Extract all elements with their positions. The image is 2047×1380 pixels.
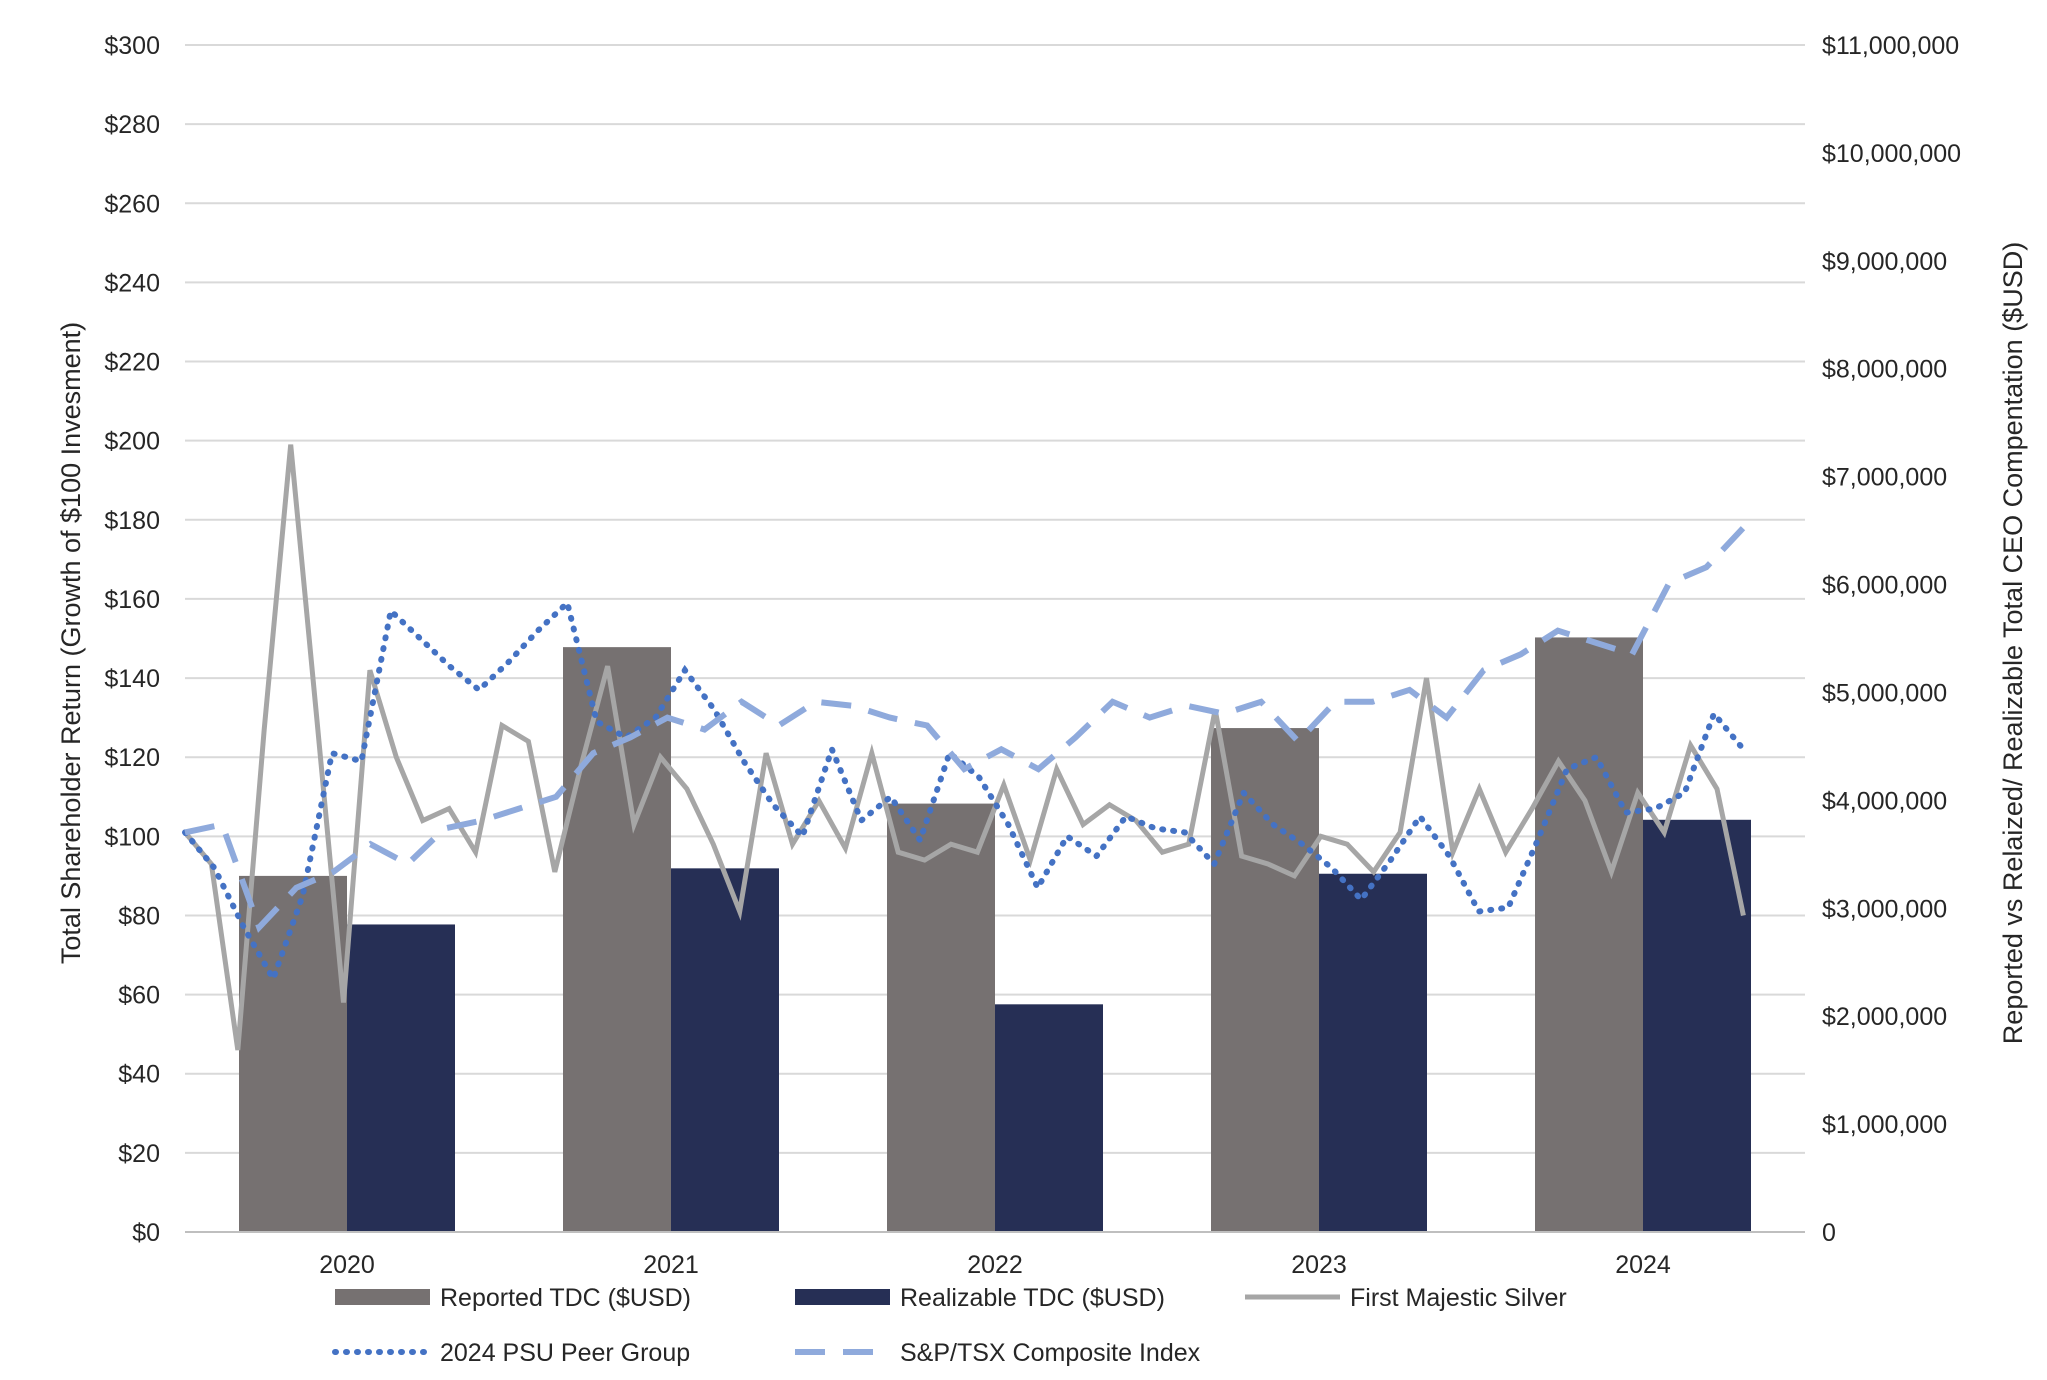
y2-tick-label: $4,000,000 <box>1822 787 1947 815</box>
y-tick-label: $120 <box>104 744 160 772</box>
y2-tick-label: $6,000,000 <box>1822 572 1947 600</box>
bar-realizable-tdc <box>1319 873 1427 1232</box>
bar-realizable-tdc <box>671 868 779 1232</box>
bar-reported-tdc <box>887 803 995 1232</box>
y2-tick-label: $7,000,000 <box>1822 464 1947 492</box>
x-tick-label: 2021 <box>643 1251 699 1279</box>
y-tick-label: $180 <box>104 507 160 535</box>
y-tick-label: $300 <box>104 32 160 60</box>
legend-label: S&P/TSX Composite Index <box>900 1339 1201 1367</box>
y-tick-label: $140 <box>104 665 160 693</box>
x-tick-label: 2024 <box>1615 1251 1671 1279</box>
y-tick-label: $60 <box>118 982 160 1010</box>
y-tick-label: $280 <box>104 111 160 139</box>
x-tick-label: 2020 <box>319 1251 375 1279</box>
bars <box>239 637 1751 1232</box>
y2-axis-title: Reported vs Relaized/ Realizable Total C… <box>1998 242 2028 1044</box>
y2-tick-label: $2,000,000 <box>1822 1003 1947 1031</box>
legend-label: Reported TDC ($USD) <box>440 1284 691 1312</box>
y2-tick-label: $9,000,000 <box>1822 248 1947 276</box>
y2-tick-label: $10,000,000 <box>1822 140 1961 168</box>
y-tick-label: $240 <box>104 269 160 297</box>
legend-swatch <box>795 1289 890 1305</box>
bar-realizable-tdc <box>347 924 455 1232</box>
y2-tick-label: $11,000,000 <box>1822 32 1959 60</box>
y-tick-label: $220 <box>104 349 160 377</box>
legend-label: First Majestic Silver <box>1350 1284 1567 1312</box>
y-tick-label: $20 <box>118 1140 160 1168</box>
legend-label: 2024 PSU Peer Group <box>440 1339 690 1367</box>
legend-label: Realizable TDC ($USD) <box>900 1284 1165 1312</box>
y2-tick-label: 0 <box>1822 1219 1836 1247</box>
y-axis-title: Total Shareholder Return (Growth of $100… <box>56 322 86 964</box>
series-lines <box>182 444 1747 1051</box>
y-tick-label: $80 <box>118 902 160 930</box>
y2-tick-label: $5,000,000 <box>1822 679 1947 707</box>
bar-reported-tdc <box>1535 637 1643 1232</box>
y-tick-label: $260 <box>104 190 160 218</box>
axes: $0 $20 $40 $60 $80 $100 $120 $140 $160 $180 $200 $2… <box>104 32 1961 1279</box>
bar-reported-tdc <box>1211 728 1319 1232</box>
y-tick-label: $200 <box>104 428 160 456</box>
sp-tsx-composite-line <box>184 525 1746 933</box>
legend: Reported TDC ($USD) Realizable TDC ($USD)… <box>332 1284 1567 1367</box>
y2-tick-label: $3,000,000 <box>1822 895 1947 923</box>
legend-swatch <box>335 1289 430 1305</box>
y-tick-label: $160 <box>104 586 160 614</box>
y-tick-label: $40 <box>118 1061 160 1089</box>
y2-tick-label: $1,000,000 <box>1822 1111 1947 1139</box>
bar-reported-tdc <box>239 875 347 1232</box>
x-tick-label: 2022 <box>967 1251 1023 1279</box>
bar-realizable-tdc <box>1643 819 1751 1232</box>
y-tick-label: $0 <box>132 1219 160 1247</box>
x-tick-label: 2023 <box>1291 1251 1347 1279</box>
y-tick-label: $100 <box>104 823 160 851</box>
bar-realizable-tdc <box>995 1004 1103 1232</box>
first-majestic-silver-line <box>183 444 1746 1051</box>
y2-tick-label: $8,000,000 <box>1822 356 1947 384</box>
